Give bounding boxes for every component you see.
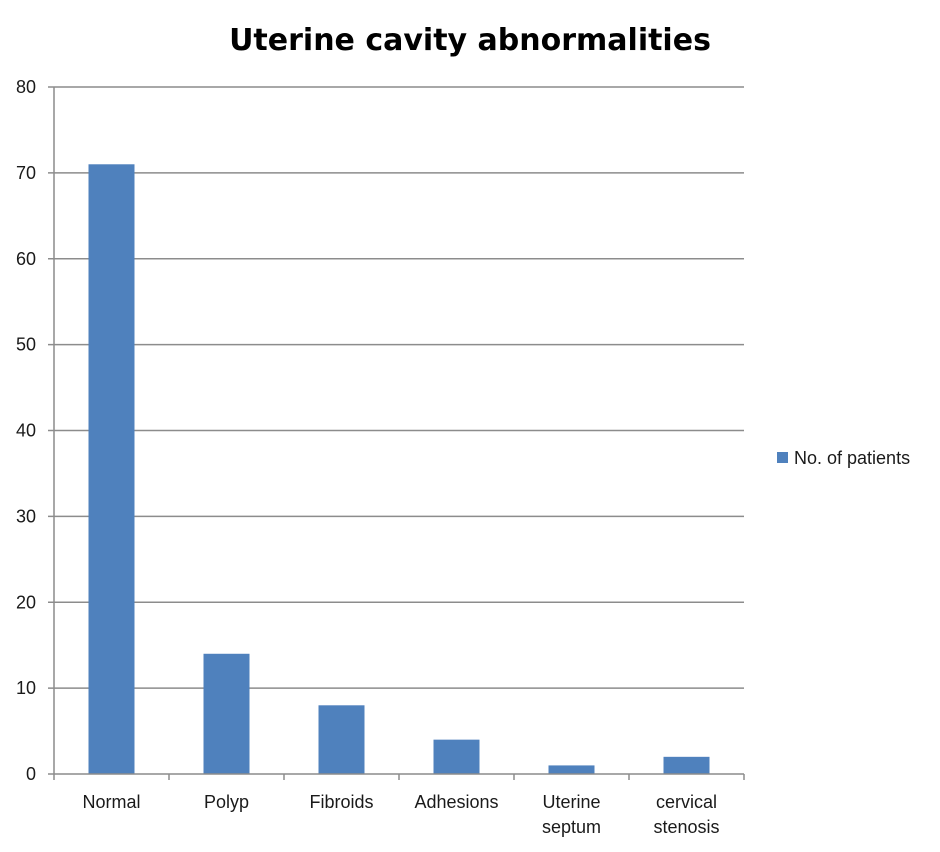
legend-label: No. of patients	[794, 448, 910, 468]
bar-polyp	[203, 653, 250, 774]
x-tick-label-line: cervical	[656, 792, 717, 812]
bar-uterine-septum	[548, 765, 595, 774]
bars	[88, 164, 710, 775]
x-tick-label-line: Fibroids	[309, 792, 373, 812]
x-tick-label: Polyp	[204, 792, 249, 812]
bar-cervical-stenosis	[663, 756, 710, 774]
y-tick-label: 40	[16, 421, 36, 441]
x-tick-label: Normal	[82, 792, 140, 812]
y-tick-label: 10	[16, 678, 36, 698]
bar-adhesions	[433, 739, 480, 774]
legend-swatch	[777, 452, 788, 463]
chart-title: Uterine cavity abnormalities	[229, 23, 711, 58]
x-tick-label: cervical stenosis	[653, 792, 719, 837]
y-tick-label: 70	[16, 163, 36, 183]
x-axis: Normal Polyp Fibroids Adhesions Uterine septu…	[53, 773, 745, 837]
x-tick-label-line: Uterine	[542, 792, 600, 812]
y-axis: 0 10 20 30 40 50 60 70 80	[16, 77, 55, 784]
x-tick-label-line: Adhesions	[414, 792, 498, 812]
x-tick-label: Fibroids	[309, 792, 373, 812]
x-tick-label-line: septum	[542, 817, 601, 837]
bar-fibroids	[318, 705, 365, 774]
bar-normal	[88, 164, 135, 775]
legend: No. of patients	[777, 448, 910, 468]
x-tick-label-line: Normal	[82, 792, 140, 812]
y-tick-label: 80	[16, 77, 36, 97]
y-tick-label: 0	[26, 764, 36, 784]
y-tick-label: 60	[16, 249, 36, 269]
y-tick-label: 50	[16, 335, 36, 355]
gridlines	[54, 86, 744, 689]
x-tick-label-line: Polyp	[204, 792, 249, 812]
x-tick-label: Uterine septum	[542, 792, 601, 837]
x-tick-label-line: stenosis	[653, 817, 719, 837]
y-tick-label: 30	[16, 506, 36, 526]
y-tick-label: 20	[16, 592, 36, 612]
x-tick-label: Adhesions	[414, 792, 498, 812]
